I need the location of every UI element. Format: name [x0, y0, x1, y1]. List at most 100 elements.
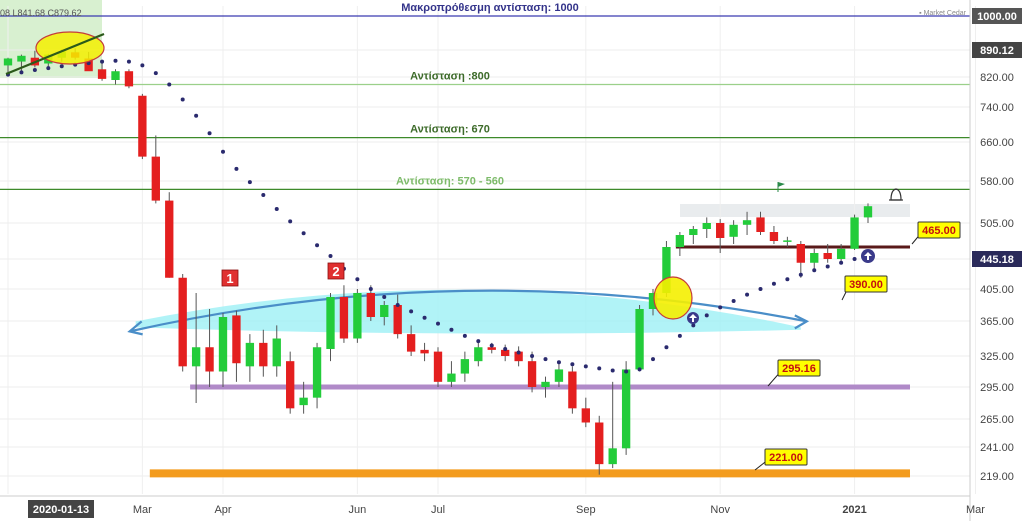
price-callout — [764, 448, 808, 466]
sar-dot — [59, 64, 64, 69]
candle-down — [514, 351, 523, 362]
sar-dot — [516, 350, 521, 355]
level-layer: Μακροπρόθεσμη αντίσταση: 1000 Αντίσταση :… — [0, 2, 970, 478]
sar-dot — [221, 149, 225, 154]
arc-arrow-right — [794, 314, 810, 330]
date-badge-bg — [28, 500, 94, 518]
annotation-layer: 1 2 465.00 390.00 295.16 221.00 — [5, 31, 961, 471]
candle-up — [702, 223, 711, 229]
candle-up — [245, 342, 255, 367]
x-tick-label: Mar — [966, 504, 985, 516]
candle-down — [595, 422, 604, 465]
price-tag-bg — [972, 42, 1022, 58]
sar-dot — [597, 366, 602, 371]
candle-down — [232, 315, 241, 364]
sar-dot — [637, 367, 642, 372]
sar-dot — [677, 333, 682, 338]
sar-dot — [395, 303, 400, 307]
sar-dot — [704, 313, 709, 318]
support-line — [190, 384, 910, 390]
candle-up — [675, 235, 685, 247]
candle-up — [460, 359, 470, 374]
y-tick-label: 365.00 — [980, 316, 1014, 328]
sar-dot — [422, 315, 427, 320]
wave-label-box — [327, 262, 345, 280]
candle-up — [326, 297, 335, 349]
sar-dot — [126, 59, 131, 64]
resistance-label: Μακροπρόθεσμη αντίσταση: 1000 — [401, 2, 579, 14]
candle-down — [205, 347, 214, 372]
sar-dot — [368, 287, 373, 291]
sar-dot — [46, 66, 51, 71]
candle-up — [17, 55, 26, 62]
candle-down — [823, 253, 832, 259]
sar-dot — [570, 362, 575, 367]
price-callout-text: 390.00 — [849, 279, 883, 291]
candle-down — [151, 156, 160, 201]
sar-dot — [852, 257, 857, 261]
sar-dot — [113, 58, 118, 63]
sar-dot — [355, 277, 360, 282]
price-tag-text: 1000.00 — [977, 11, 1017, 23]
sar-dot — [449, 327, 454, 332]
candle-up — [662, 247, 671, 293]
price-tag-bg — [972, 8, 1022, 24]
candle-down — [124, 71, 134, 87]
candle-down — [259, 342, 268, 367]
price-tag-text: 445.18 — [980, 254, 1014, 266]
price-callout-text: 465.00 — [922, 225, 956, 237]
sar-dot — [153, 71, 158, 76]
sar-dot — [234, 166, 239, 171]
candle-down — [527, 361, 537, 387]
support-line — [149, 469, 910, 478]
sar-dot — [691, 323, 696, 328]
candle-up — [742, 220, 752, 225]
sar-dot — [261, 193, 266, 197]
candle-down — [406, 334, 416, 352]
candle-down — [138, 95, 147, 157]
sar-dot — [32, 68, 37, 73]
x-tick-label: Jun — [349, 504, 367, 516]
sar-dot — [839, 260, 844, 265]
resistance-label: Αντίσταση: 570 - 560 — [396, 175, 504, 187]
candle-up — [863, 206, 873, 218]
y-tick-label: 325.00 — [980, 351, 1014, 363]
sar-dot — [194, 113, 199, 118]
sar-dot — [758, 287, 763, 291]
candle-down — [581, 408, 590, 423]
candle-up — [554, 369, 564, 382]
candle-up — [218, 317, 228, 372]
y-tick-label: 660.00 — [980, 137, 1014, 149]
y-tick-label: 265.00 — [980, 414, 1014, 426]
price-callout-text: 295.16 — [782, 363, 816, 375]
candle-down — [165, 200, 174, 278]
arc-fill — [135, 289, 801, 334]
candle-down — [420, 349, 429, 354]
sar-dot — [140, 63, 145, 68]
candle-up — [299, 397, 308, 406]
candle-down — [433, 351, 443, 382]
x-tick-label: Nov — [710, 504, 730, 516]
y-tick-label: 219.00 — [980, 471, 1014, 483]
x-tick-label: Apr — [214, 504, 231, 516]
up-arrow-icon — [864, 252, 872, 260]
y-tick-label: 740.00 — [980, 102, 1014, 114]
price-callout — [844, 275, 888, 293]
candle-up — [608, 448, 617, 465]
candle-down — [97, 69, 107, 79]
sar-dot — [476, 339, 481, 344]
y-tick-label: 295.00 — [980, 382, 1014, 394]
candle-up — [635, 309, 644, 370]
candle-up — [3, 58, 13, 66]
x-tick-label: Mar — [133, 504, 152, 516]
candle-down — [286, 361, 295, 409]
sar-dot — [610, 368, 615, 373]
sar-dot — [274, 207, 279, 211]
sar-dot — [247, 180, 252, 185]
wave-label-box — [221, 269, 239, 287]
candle-down — [796, 244, 805, 263]
candle-up — [380, 305, 389, 317]
wave-label-text: 1 — [226, 271, 233, 286]
